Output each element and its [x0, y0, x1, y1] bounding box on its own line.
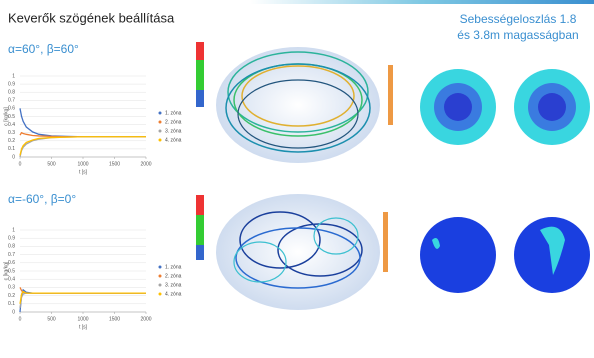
x-tick-label: 2000	[140, 316, 151, 322]
y-tick-label: 0.3	[8, 285, 15, 291]
x-axis-label: t [s]	[79, 169, 88, 175]
right-title: és 3.8m magasságban	[457, 28, 578, 42]
simulation-image-2	[196, 194, 388, 310]
legend-label: 3. zóna	[165, 128, 182, 134]
legend-marker	[159, 121, 162, 124]
legend-marker	[159, 130, 162, 133]
y-tick-label: 1	[12, 227, 15, 233]
series-line	[20, 287, 146, 293]
x-tick-label: 1500	[109, 316, 120, 322]
legend-label: 2. zóna	[165, 119, 182, 125]
chart-subtitle: α=-60°, β=0°	[8, 192, 76, 206]
legend-marker	[159, 139, 162, 142]
vessel	[216, 194, 380, 310]
y-tick-label: 0.7	[8, 252, 15, 258]
color-scale	[196, 60, 204, 90]
legend-marker	[159, 112, 162, 115]
y-tick-label: 0.8	[8, 244, 15, 250]
simulation-image-1	[196, 42, 393, 163]
y-tick-label: 1	[12, 73, 15, 79]
y-tick-label: 0.2	[8, 293, 15, 299]
y-tick-label: 0	[12, 309, 15, 315]
legend-marker	[159, 275, 162, 278]
series-line	[20, 292, 146, 304]
x-tick-label: 500	[47, 161, 56, 167]
x-tick-label: 0	[19, 316, 22, 322]
x-tick-label: 0	[19, 161, 22, 167]
section	[538, 93, 566, 121]
section	[420, 217, 496, 293]
y-tick-label: 0	[12, 154, 15, 160]
y-tick-label: 0.8	[8, 90, 15, 96]
y-axis-label: c [kg/kg]	[3, 107, 9, 126]
y-tick-label: 0.1	[8, 146, 15, 152]
y-tick-label: 0.7	[8, 98, 15, 104]
legend-marker	[159, 266, 162, 269]
x-tick-label: 1000	[77, 161, 88, 167]
chart-subtitle: α=60°, β=60°	[8, 42, 79, 56]
legend-label: 1. zóna	[165, 110, 182, 116]
y-axis-label: c [kg/kg]	[3, 261, 9, 280]
legend-label: 2. zóna	[165, 273, 182, 279]
x-axis-label: t [s]	[79, 324, 88, 330]
color-scale	[383, 212, 388, 272]
top-bar	[250, 0, 594, 4]
y-tick-label: 0.3	[8, 130, 15, 136]
y-tick-label: 0.9	[8, 81, 15, 87]
color-scale	[196, 245, 204, 260]
slide: Keverők szögének beállítása Sebességelos…	[0, 0, 594, 358]
x-tick-label: 500	[47, 316, 56, 322]
legend-marker	[159, 293, 162, 296]
color-scale	[388, 65, 393, 125]
x-tick-label: 1000	[77, 316, 88, 322]
legend-label: 1. zóna	[165, 264, 182, 270]
legend-label: 4. zóna	[165, 291, 182, 297]
color-scale	[196, 215, 204, 245]
y-tick-label: 0.1	[8, 301, 15, 307]
right-title: Sebességeloszlás 1.8	[460, 12, 577, 26]
slide-title: Keverők szögének beállítása	[8, 10, 175, 25]
y-tick-label: 0.9	[8, 236, 15, 242]
legend-label: 4. zóna	[165, 137, 182, 143]
legend-label: 3. zóna	[165, 282, 182, 288]
velocity-sections	[420, 69, 590, 293]
series-line	[20, 137, 146, 157]
y-tick-label: 0.2	[8, 138, 15, 144]
x-tick-label: 1500	[109, 161, 120, 167]
x-tick-label: 2000	[140, 161, 151, 167]
section	[444, 93, 472, 121]
color-scale	[196, 90, 204, 107]
legend-marker	[159, 284, 162, 287]
